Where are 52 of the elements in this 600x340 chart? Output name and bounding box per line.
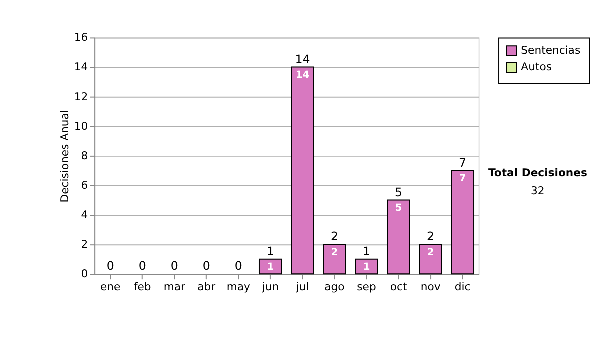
text: Total Decisiones: [488, 166, 588, 180]
data-label: 14: [296, 70, 310, 82]
x-tick-label: mar: [164, 280, 186, 294]
y-tick-label: 8: [81, 149, 88, 162]
total-label: 14: [295, 52, 310, 66]
y-tick-label: 2: [81, 238, 88, 252]
total-label: 7: [459, 156, 467, 170]
total-label: 5: [395, 185, 403, 200]
data-label: 1: [363, 262, 370, 274]
y-tick-label: 6: [81, 178, 88, 192]
bar: [355, 258, 378, 275]
y-tick-label: 16: [74, 31, 88, 44]
bar: [387, 200, 410, 275]
data-label: 5: [395, 203, 402, 214]
bar: [323, 244, 346, 275]
data-label: 7: [459, 174, 466, 185]
bar: [291, 66, 314, 275]
x-tick-label: ago: [324, 280, 346, 294]
x-tick-label: oct: [390, 280, 408, 294]
total-label: 0: [170, 259, 178, 274]
bar: [419, 244, 442, 275]
x-tick-label: nov: [420, 280, 442, 294]
y-tick-label: 0: [81, 268, 88, 281]
total-label: 2: [427, 230, 435, 244]
total-label: 1: [362, 244, 371, 258]
y-tick-label: 10: [74, 120, 88, 133]
legend-label: Sentencias: [521, 44, 581, 57]
x-tick-label: feb: [134, 280, 152, 294]
y-tick-label: 14: [74, 60, 88, 74]
text: 32: [531, 184, 545, 198]
x-tick-label: jun: [261, 280, 280, 294]
total-label: 0: [202, 259, 210, 274]
x-tick-label: sep: [357, 280, 376, 294]
x-tick-label: abr: [198, 280, 216, 294]
total-label: 1: [266, 244, 274, 258]
data-label: 2: [427, 247, 434, 258]
total-label: 0: [234, 259, 242, 274]
x-tick-label: jul: [295, 280, 310, 294]
x-tick-label: dic: [454, 280, 471, 294]
total-label: 2: [330, 230, 338, 244]
data-label: 2: [331, 247, 338, 258]
total-label: 0: [106, 259, 114, 274]
x-tick-label: ene: [100, 280, 122, 294]
total-label: 0: [138, 259, 146, 274]
x-tick-label: may: [226, 280, 252, 294]
bar: [258, 258, 282, 275]
bar: [451, 170, 475, 275]
y-tick-label: 12: [74, 90, 88, 104]
legend-label: Autos: [521, 60, 552, 74]
y-axis-title: Decisiones Anual: [58, 110, 72, 203]
data-label: 1: [267, 262, 274, 274]
y-tick-label: 4: [81, 208, 88, 222]
